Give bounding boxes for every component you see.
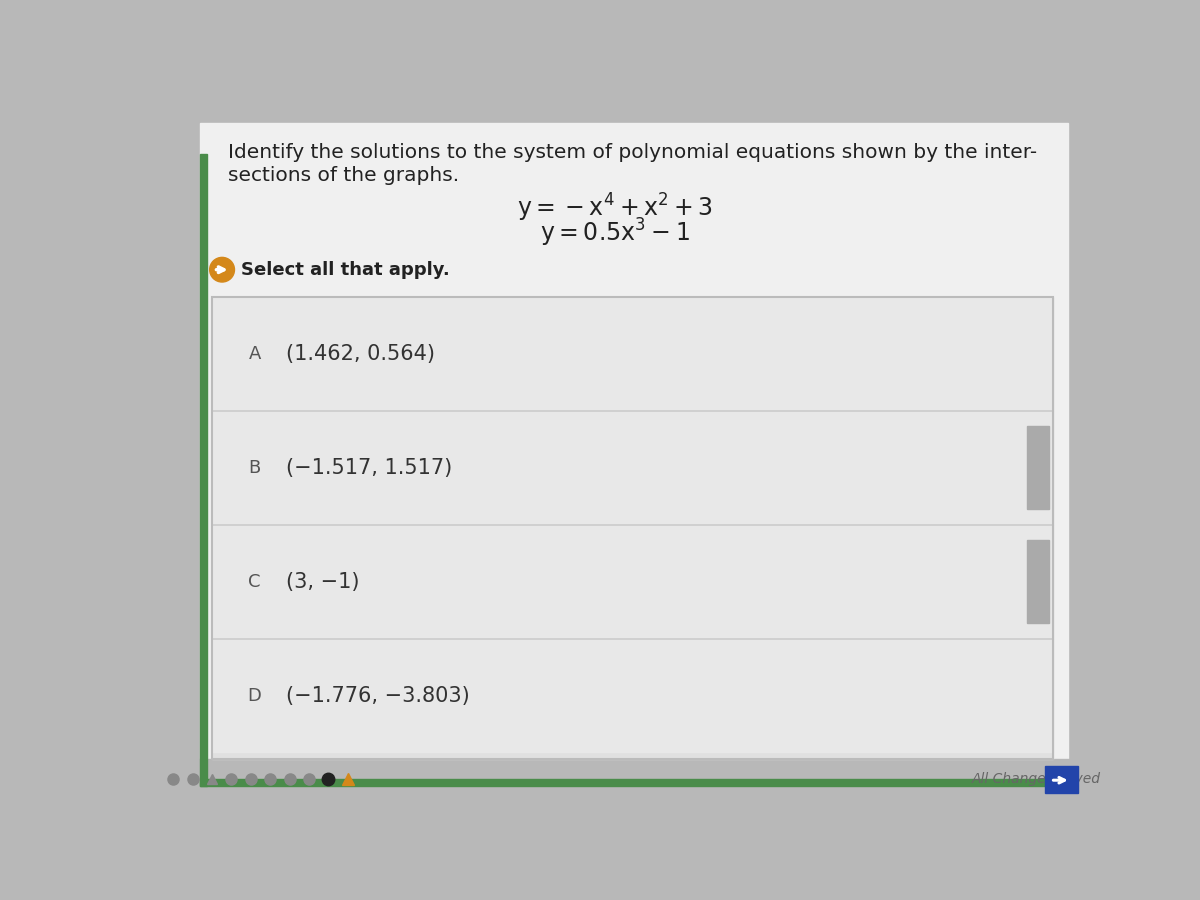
Bar <box>1027 426 1049 509</box>
Bar <box>1045 767 1078 793</box>
Bar <box>212 638 1052 752</box>
Bar <box>212 297 1052 759</box>
Text: sections of the graphs.: sections of the graphs. <box>228 166 458 184</box>
Text: B: B <box>248 459 260 477</box>
Text: (−1.517, 1.517): (−1.517, 1.517) <box>286 457 452 478</box>
Text: Select all that apply.: Select all that apply. <box>241 261 450 279</box>
Bar <box>200 154 206 786</box>
Circle shape <box>210 257 234 282</box>
Text: D: D <box>247 687 262 705</box>
Text: $\mathregular{y=-x^4+x^2+3}$: $\mathregular{y=-x^4+x^2+3}$ <box>517 192 713 224</box>
Bar <box>212 525 1052 638</box>
Bar <box>150 759 1080 801</box>
Bar <box>212 297 1052 410</box>
Bar <box>1027 540 1049 623</box>
Text: (−1.776, −3.803): (−1.776, −3.803) <box>286 686 469 706</box>
Bar <box>200 779 1068 786</box>
Bar <box>212 297 1052 759</box>
Bar <box>212 410 1052 525</box>
Text: C: C <box>248 572 260 590</box>
Text: Identify the solutions to the system of polynomial equations shown by the inter-: Identify the solutions to the system of … <box>228 142 1037 162</box>
Text: A: A <box>248 345 260 363</box>
Text: (1.462, 0.564): (1.462, 0.564) <box>286 344 434 364</box>
Text: (3, −1): (3, −1) <box>286 572 359 591</box>
Text: All Changes Saved: All Changes Saved <box>972 772 1100 787</box>
Text: $\mathregular{y=0.5x^3-1}$: $\mathregular{y=0.5x^3-1}$ <box>540 217 690 248</box>
